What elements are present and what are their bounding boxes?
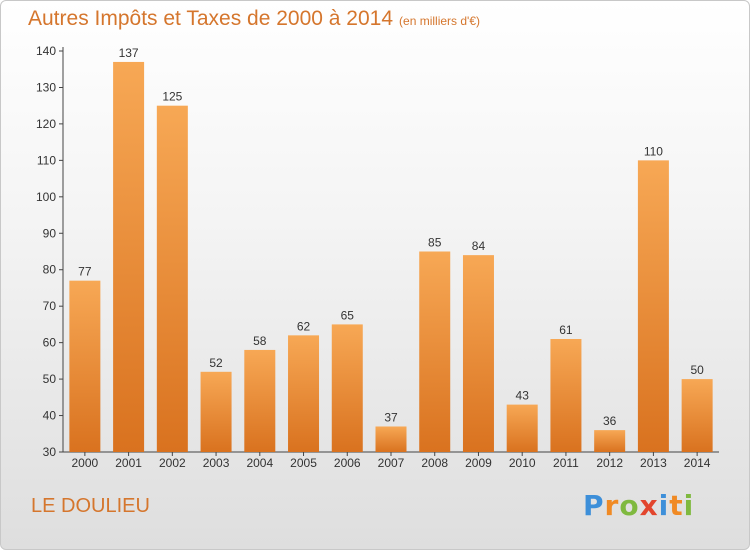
- value-label-2005: 62: [297, 319, 311, 333]
- y-tick-label: 60: [43, 336, 57, 350]
- x-tick-label-2004: 2004: [246, 456, 273, 470]
- y-tick-label: 70: [43, 299, 57, 313]
- x-tick-label-2001: 2001: [115, 456, 142, 470]
- x-tick-label-2000: 2000: [72, 456, 99, 470]
- y-tick-label: 30: [43, 445, 57, 459]
- y-tick-label: 120: [36, 117, 56, 131]
- y-tick-label: 50: [43, 372, 57, 386]
- x-tick-label-2003: 2003: [203, 456, 230, 470]
- value-label-2012: 36: [603, 414, 617, 428]
- x-tick-label-2005: 2005: [290, 456, 317, 470]
- value-label-2008: 85: [428, 236, 442, 250]
- logo-letter: x: [639, 489, 659, 522]
- x-tick-label-2006: 2006: [334, 456, 361, 470]
- chart-unit: (en milliers d'€): [399, 14, 481, 28]
- value-label-2007: 37: [384, 410, 398, 424]
- logo-letter: P: [583, 489, 605, 522]
- value-label-2011: 61: [559, 323, 573, 337]
- value-label-2003: 52: [209, 356, 223, 370]
- value-label-2014: 50: [690, 363, 704, 377]
- y-tick-label: 130: [36, 80, 56, 94]
- value-label-2002: 125: [162, 90, 182, 104]
- bar-2008: [419, 251, 451, 452]
- bar-2009: [462, 255, 494, 452]
- value-label-2004: 58: [253, 334, 267, 348]
- value-label-2013: 110: [644, 144, 663, 158]
- bar-2001: [113, 61, 145, 452]
- value-label-2001: 137: [119, 46, 139, 60]
- bar-2006: [331, 324, 363, 452]
- logo-letter: i: [683, 489, 695, 522]
- bar-2013: [637, 160, 669, 452]
- bar-layer: 77 137 125 52 58 62 65 37 85 84 43 61 36 110 50: [69, 46, 713, 452]
- commune-name: LE DOULIEU: [31, 495, 150, 517]
- x-tick-label-2009: 2009: [465, 456, 492, 470]
- bar-2005: [288, 335, 320, 452]
- bar-2004: [244, 349, 276, 452]
- logo-letter: o: [619, 489, 640, 522]
- x-tick-label-2007: 2007: [378, 456, 405, 470]
- value-label-2009: 84: [472, 239, 486, 253]
- bar-2002: [156, 105, 188, 452]
- logo-letter: r: [604, 489, 620, 522]
- x-tick-label-2012: 2012: [596, 456, 623, 470]
- bar-2007: [375, 426, 407, 452]
- y-tick-label: 100: [36, 190, 56, 204]
- y-tick-label: 40: [43, 409, 57, 423]
- bar-2014: [681, 379, 713, 452]
- bar-2012: [594, 430, 626, 452]
- y-tick-label: 80: [43, 263, 57, 277]
- y-tick-label: 90: [43, 226, 57, 240]
- value-label-2010: 43: [516, 389, 530, 403]
- value-label-2000: 77: [78, 265, 92, 279]
- bar-2000: [69, 280, 101, 452]
- x-tick-label-2008: 2008: [421, 456, 448, 470]
- bar-2011: [550, 338, 582, 452]
- x-tick-label-2014: 2014: [684, 456, 711, 470]
- y-tick-label: 140: [36, 44, 56, 58]
- chart-title: Autres Impôts et Taxes de 2000 à 2014 (en…: [28, 7, 480, 31]
- bar-2010: [506, 404, 538, 452]
- logo-letter: t: [669, 489, 684, 522]
- x-tick-label-2010: 2010: [509, 456, 536, 470]
- x-tick-label-2002: 2002: [159, 456, 186, 470]
- x-tick-label-2011: 2011: [553, 456, 579, 470]
- value-label-2006: 65: [341, 308, 355, 322]
- chart-title-text: Autres Impôts et Taxes de 2000 à 2014: [28, 7, 394, 30]
- proxiti-logo: Proxiti: [583, 489, 694, 522]
- x-tick-label-2013: 2013: [640, 456, 667, 470]
- logo-letter: i: [658, 489, 670, 522]
- y-tick-label: 110: [37, 153, 56, 167]
- bar-2003: [200, 371, 232, 452]
